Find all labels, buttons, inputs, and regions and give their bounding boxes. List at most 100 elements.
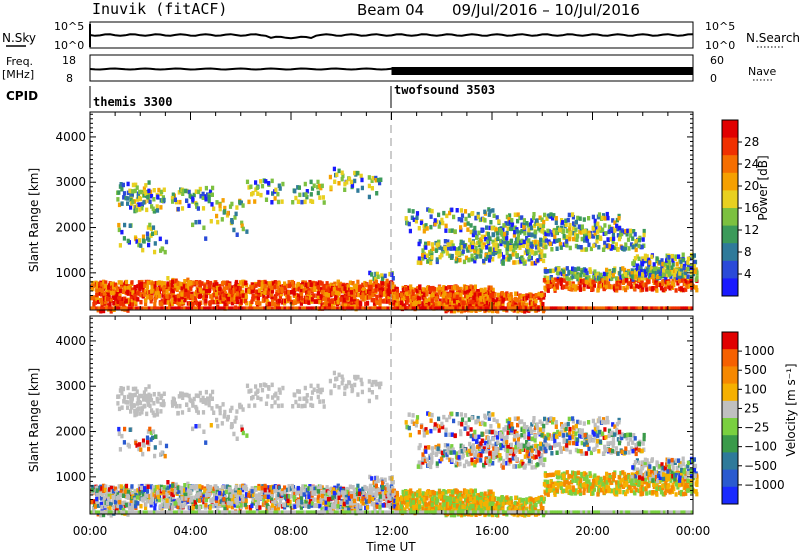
power-cell	[527, 257, 531, 262]
power-cell	[530, 244, 534, 249]
power-cell	[202, 287, 206, 293]
power-cell	[353, 170, 357, 176]
power-cell	[235, 296, 239, 302]
velocity-cell	[162, 401, 166, 407]
velocity-cell	[345, 384, 349, 389]
power-cell	[431, 306, 435, 310]
power-cell	[445, 213, 449, 219]
velocity-cell	[201, 399, 205, 404]
power-cell	[459, 306, 463, 310]
power-cell	[544, 231, 548, 237]
power-cell	[532, 306, 536, 310]
power-cell	[469, 241, 473, 246]
velocity-cell	[304, 396, 308, 401]
power-cell	[316, 291, 320, 296]
power-cell	[161, 293, 165, 298]
velocity-cell	[131, 403, 135, 409]
power-cell	[504, 221, 508, 226]
power-cell	[278, 186, 282, 191]
power-cell	[477, 301, 481, 306]
power-cell	[240, 289, 244, 295]
velocity-cell	[223, 409, 227, 415]
power-cell	[438, 245, 442, 250]
power-cell	[195, 281, 199, 286]
power-cell	[444, 286, 448, 291]
power-cell	[479, 237, 483, 242]
velocity-cell	[126, 489, 131, 495]
power-cell	[481, 306, 485, 310]
power-cell	[243, 306, 247, 310]
power-cell	[202, 295, 206, 301]
power-cell	[191, 222, 195, 228]
power-cell	[519, 259, 523, 264]
power-cell	[644, 273, 648, 278]
power-cell	[299, 287, 304, 293]
power-cell	[289, 282, 293, 287]
power-cell	[353, 306, 357, 310]
power-cell	[544, 238, 548, 243]
power-cell	[152, 306, 156, 310]
power-cell	[391, 281, 395, 287]
power-cell	[126, 308, 130, 313]
velocity-cell	[110, 485, 114, 491]
power-cell	[650, 254, 654, 260]
power-cell	[532, 215, 536, 221]
power-cell	[574, 284, 578, 289]
power-cell	[131, 189, 135, 194]
power-cell	[460, 245, 464, 250]
power-cell	[655, 282, 659, 287]
velocity-cell	[98, 485, 102, 491]
power-cell	[425, 226, 429, 231]
date-range-title: 09/Jul/2016 – 10/Jul/2016	[452, 1, 640, 19]
power-cell	[624, 274, 629, 280]
power-cell	[160, 283, 164, 288]
power-cell	[406, 298, 410, 303]
power-cell	[504, 306, 508, 310]
velocity-cell	[130, 484, 134, 489]
power-cell	[277, 183, 281, 188]
velocity-cell	[204, 493, 208, 498]
power-cell	[243, 298, 248, 303]
power-cell	[483, 218, 487, 223]
power-cell	[476, 251, 480, 257]
power-cell	[643, 256, 647, 261]
power-cell	[424, 306, 428, 310]
power-cell	[463, 222, 467, 227]
velocity-cell	[218, 410, 222, 416]
power-cell	[568, 234, 572, 239]
power-cell	[584, 279, 588, 285]
power-cell	[530, 261, 534, 266]
power-cell	[117, 202, 122, 208]
power-cell	[579, 279, 583, 284]
velocity-cell	[190, 495, 194, 501]
power-cell	[637, 243, 641, 249]
power-cell	[522, 293, 526, 299]
power-cell	[188, 306, 191, 310]
power-cell	[571, 274, 575, 279]
power-cell	[255, 306, 259, 310]
velocity-cell	[145, 435, 150, 440]
power-cell	[343, 286, 347, 291]
velocity-cell	[146, 396, 151, 402]
power-cell	[578, 287, 583, 292]
power-cell	[177, 190, 181, 195]
power-cell	[198, 306, 201, 310]
power-cell	[414, 219, 418, 224]
power-cell	[218, 206, 222, 212]
velocity-cell	[278, 390, 282, 395]
power-cell	[371, 175, 375, 181]
power-cell	[189, 280, 193, 286]
power-cell	[435, 259, 439, 265]
power-cell	[675, 261, 679, 267]
power-cell	[469, 300, 473, 305]
power-cell	[197, 189, 201, 195]
power-cell	[338, 306, 342, 310]
power-cell	[667, 306, 671, 310]
power-cell	[351, 306, 355, 310]
velocity-cell	[143, 487, 147, 492]
power-cell	[673, 268, 677, 274]
power-cell	[565, 281, 569, 286]
power-cell	[435, 257, 439, 262]
power-cell	[611, 239, 615, 244]
power-cell	[633, 281, 637, 286]
